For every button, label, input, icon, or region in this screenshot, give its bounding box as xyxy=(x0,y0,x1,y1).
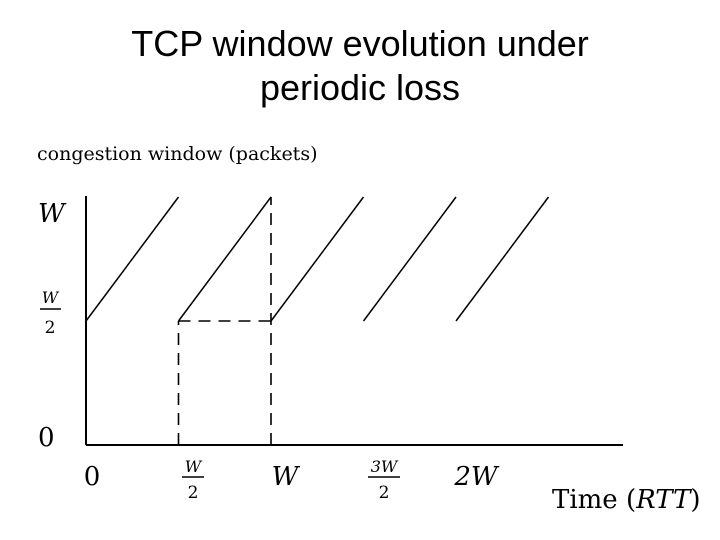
x-axis-label: Time (RTT) xyxy=(552,485,701,515)
sawtooth-segment-2 xyxy=(177,196,272,322)
sawtooth-segment-5 xyxy=(455,196,550,322)
x-tick-two-w: 2W xyxy=(453,462,500,492)
y-tick-half-numerator: W xyxy=(42,288,60,307)
plot-marks xyxy=(85,196,550,445)
x-axis-label-time: Time xyxy=(552,485,618,515)
slide-title: TCP window evolution under periodic loss xyxy=(0,22,720,110)
x-tick-half-numerator: W xyxy=(185,457,203,476)
slide-title-line-1: TCP window evolution under xyxy=(131,23,589,64)
y-tick-half-denominator: 2 xyxy=(45,318,56,338)
x-tick-three-half-denominator: 2 xyxy=(379,483,390,503)
x-axis-label-unit: RTT xyxy=(635,485,692,515)
sawtooth-segment-3 xyxy=(270,196,365,322)
y-tick-zero: 0 xyxy=(38,423,55,453)
x-tick-zero: 0 xyxy=(84,462,101,492)
slide-title-line-2: periodic loss xyxy=(259,67,461,108)
x-axis-label-open-paren: ( xyxy=(618,485,636,515)
y-tick-w: W xyxy=(38,199,67,229)
sawtooth-segment-1 xyxy=(85,196,180,322)
y-axis-label: congestion window (packets) xyxy=(37,143,317,165)
x-tick-w: W xyxy=(272,462,301,492)
x-axis-label-close-paren: ) xyxy=(690,485,700,515)
x-tick-half-denominator: 2 xyxy=(188,483,199,503)
sawtooth-segment-4 xyxy=(362,196,457,322)
x-tick-three-half-numerator: 3W xyxy=(371,457,399,476)
